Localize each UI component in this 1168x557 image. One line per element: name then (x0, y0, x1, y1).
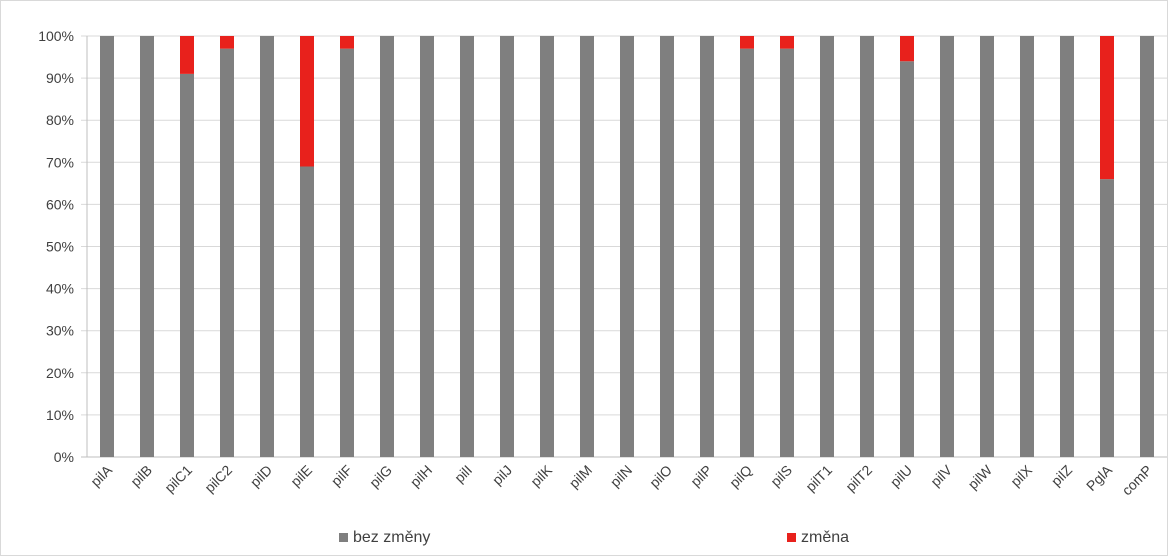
x-tick-label: pilN (607, 462, 635, 490)
bar-pilE-changed (300, 36, 314, 167)
x-tick-label: pilD (247, 462, 275, 490)
x-tick-label: PglA (1083, 461, 1116, 494)
bar-pilU-unchanged (900, 61, 914, 457)
bars (100, 36, 1154, 457)
x-tick-label: pilJ (489, 462, 515, 488)
x-tick-label: pilQ (726, 462, 755, 491)
x-tick-label: pilH (407, 462, 435, 490)
bar-pilF-unchanged (340, 48, 354, 457)
x-tick-label: pilE (287, 462, 315, 490)
bar-pilV-unchanged (940, 36, 954, 457)
bar-PglA-unchanged (1100, 179, 1114, 457)
bar-pilK-unchanged (540, 36, 554, 457)
x-tick-label: pilF (328, 462, 355, 489)
x-tick-label: pilA (87, 461, 115, 489)
bar-pilB-unchanged (140, 36, 154, 457)
y-tick-label: 10% (46, 407, 74, 423)
bar-pilA-unchanged (100, 36, 114, 457)
x-tick-label: pilW (965, 461, 996, 492)
x-tick-label: pilM (566, 462, 595, 491)
legend-swatch (787, 533, 796, 542)
bar-pilD-unchanged (260, 36, 274, 457)
x-tick-label: pilT2 (842, 462, 875, 495)
x-tick-label: pilS (767, 462, 795, 490)
x-axis-ticks: pilA pilB pilC1 pilC2 pilD pilE pilF pilG pilH pi… (87, 461, 1155, 498)
y-tick-label: 0% (54, 449, 74, 465)
bar-pilQ-changed (740, 36, 754, 49)
x-tick-label: comP (1118, 462, 1155, 499)
bar-pilX-unchanged (1020, 36, 1034, 457)
bar-pilH-unchanged (420, 36, 434, 457)
x-tick-label: pilI (451, 462, 475, 486)
y-tick-label: 20% (46, 365, 74, 381)
bar-pilC2-unchanged (220, 48, 234, 457)
bar-pilN-unchanged (620, 36, 634, 457)
x-tick-label: pilK (527, 461, 555, 489)
bar-pilU-changed (900, 36, 914, 62)
x-tick-label: pilU (887, 462, 915, 490)
y-tick-label: 40% (46, 281, 74, 297)
bar-pilE-unchanged (300, 166, 314, 457)
bar-pilZ-unchanged (1060, 36, 1074, 457)
y-axis-ticks: 0% 10% 20% 30% 40% 50% 60% 70% 80% 90% 100% (38, 28, 74, 465)
bar-comP-unchanged (1140, 36, 1154, 457)
bar-pilJ-unchanged (500, 36, 514, 457)
x-tick-label: pilZ (1048, 461, 1076, 489)
x-tick-label: pilX (1007, 461, 1035, 489)
y-tick-label: 50% (46, 239, 74, 255)
bar-pilW-unchanged (980, 36, 994, 457)
bar-pilC1-unchanged (180, 73, 194, 457)
y-tick-label: 60% (46, 196, 74, 212)
bar-pilM-unchanged (580, 36, 594, 457)
bar-pilT1-unchanged (820, 36, 834, 457)
x-tick-label: pilV (927, 461, 955, 489)
x-tick-label: pilO (646, 462, 675, 491)
bar-pilC2-changed (220, 36, 234, 49)
x-tick-label: pilC1 (161, 462, 195, 496)
y-tick-label: 90% (46, 70, 74, 86)
x-tick-label: pilB (127, 462, 155, 490)
bar-pilO-unchanged (660, 36, 674, 457)
x-tick-label: pilC2 (201, 462, 235, 496)
bar-pilS-changed (780, 36, 794, 49)
bar-pilT2-unchanged (860, 36, 874, 457)
bar-pilP-unchanged (700, 36, 714, 457)
y-tick-label: 30% (46, 323, 74, 339)
bar-PglA-changed (1100, 36, 1114, 180)
bar-pilS-unchanged (780, 48, 794, 457)
y-tick-label: 100% (38, 28, 74, 44)
legend-label: bez změny (353, 529, 430, 546)
bar-pilF-changed (340, 36, 354, 49)
y-tick-label: 70% (46, 154, 74, 170)
bar-pilI-unchanged (460, 36, 474, 457)
x-tick-label: pilP (687, 462, 715, 490)
legend-label: změna (801, 529, 849, 546)
legend-swatch (339, 533, 348, 542)
legend: bez změny změna (339, 529, 849, 546)
bar-pilC1-changed (180, 36, 194, 74)
x-tick-label: pilG (366, 462, 395, 491)
bar-pilQ-unchanged (740, 48, 754, 457)
bar-pilG-unchanged (380, 36, 394, 457)
x-tick-label: pilT1 (802, 462, 835, 495)
y-tick-label: 80% (46, 112, 74, 128)
